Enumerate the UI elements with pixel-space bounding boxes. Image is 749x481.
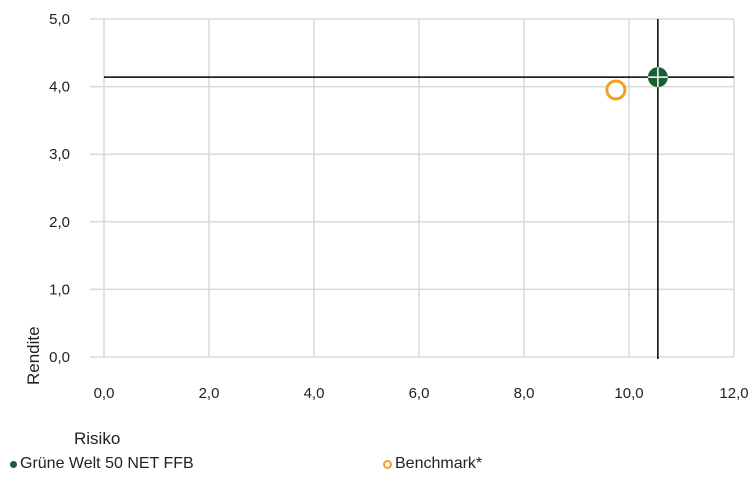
- legend-item-fund: Grüne Welt 50 NET FFB: [10, 455, 194, 473]
- y-tick-label: 0,0: [49, 349, 70, 366]
- x-axis-title: Risiko: [74, 429, 120, 448]
- y-axis-title: Rendite: [24, 326, 43, 385]
- x-tick-label: 0,0: [94, 385, 115, 402]
- y-tick-label: 3,0: [49, 146, 70, 163]
- x-tick-label: 2,0: [199, 385, 220, 402]
- y-axis-ticks: 0,0 1,0 2,0 3,0 4,0 5,0: [49, 11, 70, 366]
- legend-fund-marker: [10, 460, 17, 468]
- legend-benchmark-label: Benchmark*: [395, 455, 483, 472]
- legend-fund-label: Grüne Welt 50 NET FFB: [20, 455, 194, 472]
- y-tick-label: 5,0: [49, 11, 70, 28]
- legend-item-benchmark: Benchmark*: [383, 455, 482, 473]
- x-tick-label: 10,0: [614, 385, 643, 402]
- data-points: [605, 67, 668, 101]
- benchmark-point: [605, 79, 627, 101]
- y-tick-label: 2,0: [49, 214, 70, 231]
- x-tick-label: 6,0: [409, 385, 430, 402]
- y-tick-label: 4,0: [49, 79, 70, 96]
- y-tick-label: 1,0: [49, 281, 70, 298]
- x-axis-ticks: 0,0 2,0 4,0 6,0 8,0 10,0 12,0: [94, 385, 749, 402]
- grid-lines: [90, 18, 735, 358]
- x-tick-label: 8,0: [514, 385, 535, 402]
- x-tick-label: 4,0: [304, 385, 325, 402]
- x-tick-label: 12,0: [719, 385, 748, 402]
- legend-benchmark-marker: [383, 459, 392, 469]
